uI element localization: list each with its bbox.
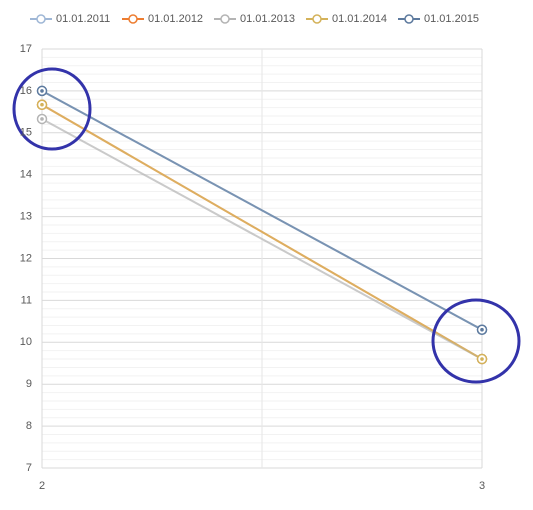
y-tick-label: 10 — [20, 336, 32, 348]
x-tick-label: 2 — [39, 480, 45, 492]
y-tick-label: 12 — [20, 252, 32, 264]
marker-dot — [40, 89, 44, 93]
legend-marker — [404, 14, 414, 24]
legend-label: 01.01.2015 — [424, 13, 479, 25]
legend-marker — [220, 14, 230, 24]
y-tick-label: 14 — [20, 169, 32, 181]
marker-dot — [40, 117, 44, 121]
annotation-circle — [12, 67, 92, 151]
legend-label: 01.01.2014 — [332, 13, 387, 25]
y-tick-label: 13 — [20, 211, 32, 223]
marker-dot — [40, 102, 44, 107]
y-tick-label: 17 — [20, 43, 32, 55]
marker-dot — [480, 327, 484, 332]
legend-label: 01.01.2013 — [240, 13, 295, 25]
y-tick-label: 16 — [20, 85, 32, 97]
x-tick-label: 3 — [479, 480, 485, 492]
legend-label: 01.01.2011 — [56, 13, 110, 25]
legend-marker — [128, 14, 138, 24]
series-line — [41, 118, 483, 360]
series-line — [41, 103, 483, 360]
annotation-circle — [431, 298, 521, 384]
y-tick-label: 9 — [26, 378, 32, 390]
y-tick-label: 15 — [20, 127, 32, 139]
y-tick-label: 8 — [26, 420, 32, 432]
legend-label: 01.01.2012 — [148, 13, 203, 25]
y-tick-label: 7 — [26, 462, 32, 474]
plot — [36, 85, 488, 365]
y-tick-label: 11 — [21, 294, 32, 306]
legend-marker — [312, 14, 322, 24]
series-line — [41, 90, 483, 331]
legend-marker — [36, 14, 46, 24]
marker-dot — [480, 357, 484, 361]
